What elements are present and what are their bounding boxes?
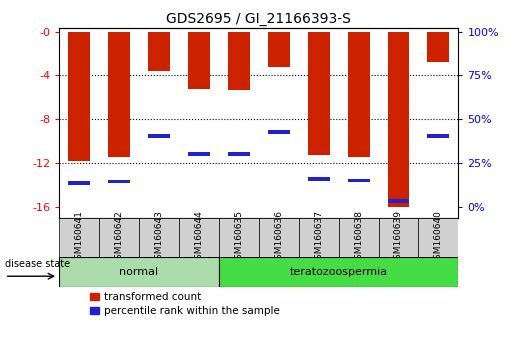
- Text: GSM160641: GSM160641: [75, 210, 83, 265]
- Text: GSM160644: GSM160644: [195, 210, 203, 264]
- Bar: [307, 177, 330, 181]
- Bar: [59, 218, 99, 257]
- Text: GSM160639: GSM160639: [394, 210, 403, 265]
- Bar: [108, 32, 130, 158]
- Text: GSM160635: GSM160635: [234, 210, 243, 265]
- Bar: [148, 134, 170, 137]
- Title: GDS2695 / GI_21166393-S: GDS2695 / GI_21166393-S: [166, 12, 351, 26]
- Bar: [59, 257, 219, 287]
- Bar: [268, 130, 290, 134]
- Text: GSM160636: GSM160636: [274, 210, 283, 265]
- Text: GSM160638: GSM160638: [354, 210, 363, 265]
- Bar: [387, 32, 409, 207]
- Bar: [299, 218, 339, 257]
- Bar: [68, 181, 90, 184]
- Bar: [339, 218, 379, 257]
- Bar: [188, 152, 210, 156]
- Bar: [188, 32, 210, 88]
- Bar: [148, 32, 170, 71]
- Bar: [427, 32, 450, 62]
- Bar: [108, 180, 130, 183]
- Legend: transformed count, percentile rank within the sample: transformed count, percentile rank withi…: [90, 292, 280, 316]
- Bar: [228, 32, 250, 90]
- Text: disease state: disease state: [5, 259, 70, 269]
- Bar: [99, 218, 139, 257]
- Text: GSM160640: GSM160640: [434, 210, 443, 265]
- Bar: [427, 134, 450, 137]
- Bar: [307, 32, 330, 155]
- Text: teratozoospermia: teratozoospermia: [289, 267, 388, 277]
- Bar: [179, 218, 219, 257]
- Bar: [219, 218, 259, 257]
- Bar: [68, 32, 90, 161]
- Bar: [228, 152, 250, 156]
- Bar: [139, 218, 179, 257]
- Bar: [387, 199, 409, 203]
- Text: GSM160642: GSM160642: [115, 210, 124, 264]
- Bar: [348, 178, 370, 182]
- Bar: [259, 218, 299, 257]
- Text: GSM160637: GSM160637: [314, 210, 323, 265]
- Bar: [418, 218, 458, 257]
- Bar: [348, 32, 370, 158]
- Text: GSM160643: GSM160643: [154, 210, 163, 265]
- Bar: [379, 218, 418, 257]
- Bar: [268, 32, 290, 67]
- Text: normal: normal: [119, 267, 159, 277]
- Bar: [219, 257, 458, 287]
